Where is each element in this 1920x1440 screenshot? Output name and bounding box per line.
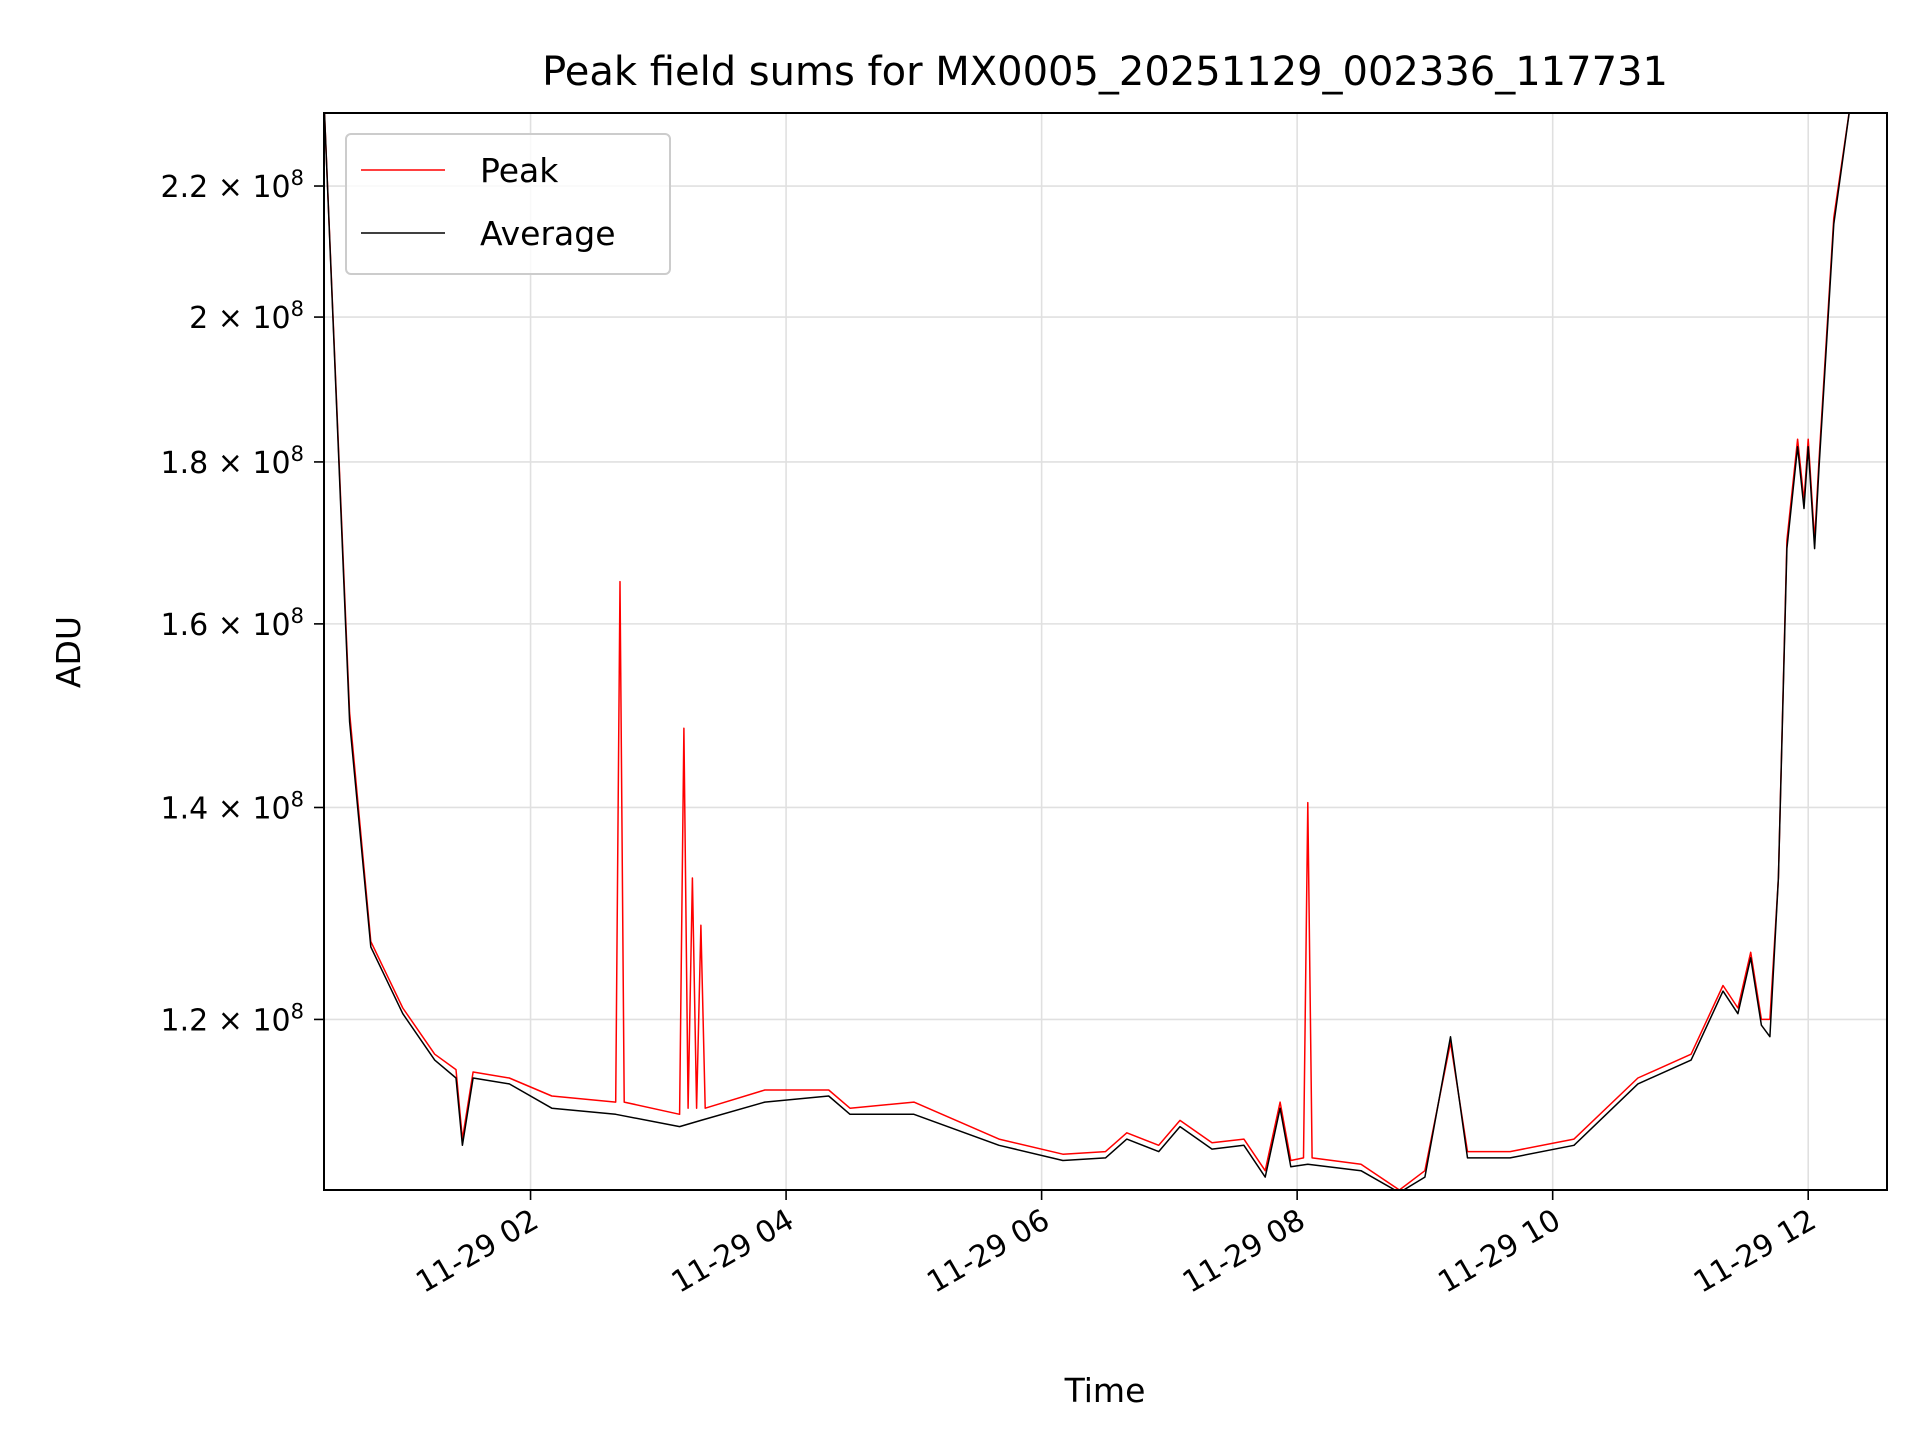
x-tick-label: 11-29 06 <box>921 1203 1055 1301</box>
x-axis: 11-29 02 11-29 04 11-29 06 11-29 08 11-29 10… <box>410 1190 1822 1300</box>
y-tick-label: 2.2 × 108 <box>161 166 304 205</box>
legend-label-average: Average <box>480 214 616 253</box>
series-line-average <box>324 113 1850 1190</box>
legend-box <box>345 133 671 275</box>
series-line-peak <box>324 113 1850 1190</box>
series-layer <box>324 113 1850 1190</box>
x-tick-label: 11-29 08 <box>1177 1203 1311 1301</box>
x-tick-label: 11-29 10 <box>1432 1203 1566 1301</box>
chart-title: Peak field sums for MX0005_20251129_0023… <box>542 49 1668 95</box>
x-axis-title: Time <box>1064 1371 1146 1410</box>
y-axis-title: ADU <box>49 616 88 688</box>
y-tick-label: 1.2 × 108 <box>161 999 304 1038</box>
y-tick-label: 2 × 108 <box>189 297 304 336</box>
x-tick-label: 11-29 12 <box>1688 1203 1822 1301</box>
legend: Peak Average <box>345 133 671 275</box>
legend-label-peak: Peak <box>480 151 559 190</box>
y-tick-label: 1.6 × 108 <box>161 604 304 643</box>
plot-frame <box>323 112 1888 1191</box>
x-tick-label: 11-29 02 <box>410 1203 544 1301</box>
y-tick-label: 1.8 × 108 <box>161 442 304 481</box>
y-tick-label: 1.4 × 108 <box>161 787 304 826</box>
y-axis: 1.2 × 108 1.4 × 108 1.6 × 108 1.8 × 108 2 × … <box>161 166 324 1038</box>
x-tick-label: 11-29 04 <box>666 1203 800 1301</box>
